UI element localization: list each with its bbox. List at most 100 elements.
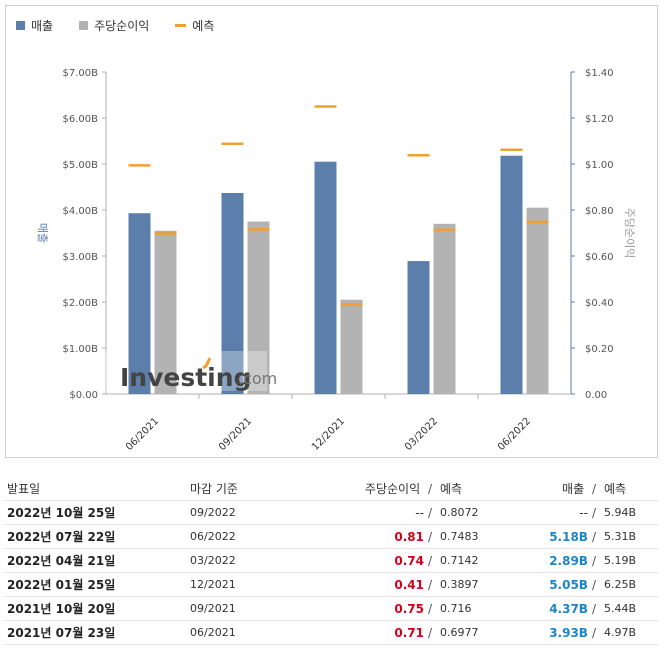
cell-revenue-forecast: 5.94B [604,506,637,519]
cell-revenue-forecast: 5.44B [604,602,637,615]
watermark-suffix: .com [238,369,277,388]
cell-revenue-value: 2.89B [549,553,588,568]
cell-eps: -- / [320,506,432,520]
cell-revenue-sep: / [591,625,596,640]
y-left-tick-label: $7.00B [63,68,99,79]
y-right-tick-label: $0.20 [585,344,614,355]
x-tick-label: 06/2021 [124,416,161,453]
cell-revenue-sep: / [591,529,596,544]
cell-eps: 0.74/ [320,554,432,568]
revenue-bar [500,155,523,394]
cell-revenue: 5.05B / [492,578,596,592]
cell-eps-sep: / [427,577,432,592]
cell-eps-sep: / [427,601,432,616]
cell-date: 2021년 07월 23일 [7,626,116,640]
cell-eps-forecast: 0.6977 [440,626,479,639]
header-eps-sep: / [427,482,432,496]
cell-revenue-forecast: 6.25B [604,578,637,591]
cell-revenue-value: 5.18B [549,529,588,544]
cell-date: 2022년 07월 22일 [7,530,116,544]
eps-bar [433,223,456,394]
cell-eps: 0.71/ [320,626,432,640]
header-revenue-sep: / [591,482,596,496]
cell-date: 2022년 10월 25일 [7,506,116,520]
eps-bar [154,230,177,394]
legend-item-forecast[interactable]: 예측 [175,17,214,34]
cell-revenue: 4.37B / [492,602,596,616]
legend-revenue-label: 매출 [31,18,54,33]
header-revenue-label: 매출 [562,482,585,496]
investing-watermark: Investing .com [101,351,277,392]
y-left-tick-label: $5.00B [63,160,99,171]
y-right-tick-label: 0.00 [585,390,607,401]
earnings-table: 발표일 마감 기준 주당순이익 / 예측 매출 / 예측 2022년 10월 2… [5,477,658,645]
legend-item-revenue[interactable]: 매출 [16,17,53,34]
cell-revenue: 3.93B / [492,626,596,640]
revenue-bar [314,161,337,394]
cell-revenue-forecast: 5.31B [604,530,637,543]
eps-bar [526,207,549,394]
cell-eps: 0.75/ [320,602,432,616]
cell-revenue-value: 5.05B [549,577,588,592]
revenue-swatch [16,20,25,30]
cell-revenue: 5.18B / [492,530,596,544]
legend-item-eps[interactable]: 주당순이익 [79,17,149,34]
eps-bar [247,221,270,394]
table-row: 2022년 10월 25일 09/2022 --/0.8072 --/5.94B [5,501,658,525]
header-period[interactable]: 마감 기준 [190,482,238,496]
earnings-chart-panel: 매출 주당순이익 예측 $0.00 $1.00B $2.00B $3.00B $4.00… [5,5,658,458]
cell-eps-sep: / [427,625,432,640]
cell-eps-value: 0.41 [394,577,424,592]
chart-legend: 매출 주당순이익 예측 [16,15,240,35]
header-revenue-forecast[interactable]: 예측 [604,482,627,496]
cell-period: 12/2021 [190,578,236,591]
watermark-brand: Investing [120,363,251,392]
y-right-tick-label: $0.40 [585,298,614,309]
y-right-tick-label: $0.60 [585,252,614,263]
y-right-tick-label: $1.20 [585,114,614,125]
cell-revenue-forecast: 5.19B [604,554,637,567]
earnings-chart-svg: $0.00 $1.00B $2.00B $3.00B $4.00B $5.00B $6.00… [36,68,636,453]
cell-date: 2021년 10월 20일 [7,602,116,616]
cell-eps-value: 0.75 [394,601,424,616]
y-axis-left-title: 매출 [36,223,49,243]
cell-eps-sep: / [427,553,432,568]
y-right-tick-label: $1.00 [585,160,614,171]
cell-eps-value: 0.71 [394,625,424,640]
table-row: 2021년 10월 20일 09/2021 0.75/0.716 4.37B/5.44… [5,597,658,621]
header-revenue[interactable]: 매출 / [492,480,596,497]
x-tick-label: 12/2021 [310,416,347,453]
legend-forecast-label: 예측 [192,18,215,33]
cell-revenue-value: 4.37B [549,601,588,616]
cell-eps-value: 0.81 [394,529,424,544]
cell-eps-value: 0.74 [394,553,424,568]
table-row: 2022년 07월 22일 06/2022 0.81/0.7483 5.18B/5.3… [5,525,658,549]
cell-date: 2022년 04월 21일 [7,554,116,568]
x-tick-label: 09/2021 [217,416,254,453]
eps-bar [340,299,363,394]
watermark-bg-right [219,351,267,391]
y-left-tick-label: $1.00B [63,344,99,355]
cell-eps-forecast: 0.7483 [440,530,479,543]
header-eps-label: 주당순이익 [364,482,421,496]
cell-period: 09/2022 [190,506,236,519]
y-right-tick-label: $1.40 [585,68,614,79]
cell-revenue: -- / [492,506,596,520]
cell-eps-sep: / [427,529,432,544]
cell-revenue-sep: / [591,577,596,592]
header-eps[interactable]: 주당순이익 / [320,480,432,497]
cell-period: 03/2022 [190,554,236,567]
x-tick-label: 06/2022 [496,416,533,453]
y-left-tick-label: $2.00B [63,298,99,309]
cell-revenue-sep: / [591,505,596,520]
cell-revenue-sep: / [591,601,596,616]
table-row: 2022년 04월 21일 03/2022 0.74/0.7142 2.89B/5.1… [5,549,658,573]
x-tick-label: 03/2022 [403,416,440,453]
header-eps-forecast[interactable]: 예측 [440,482,463,496]
cell-eps-forecast: 0.716 [440,602,472,615]
table-header-row: 발표일 마감 기준 주당순이익 / 예측 매출 / 예측 [5,477,658,501]
header-date[interactable]: 발표일 [7,482,41,496]
y-left-tick-label: $4.00B [63,206,99,217]
y-left-tick-label: $0.00 [69,390,98,401]
cell-revenue-value: -- [579,505,588,520]
